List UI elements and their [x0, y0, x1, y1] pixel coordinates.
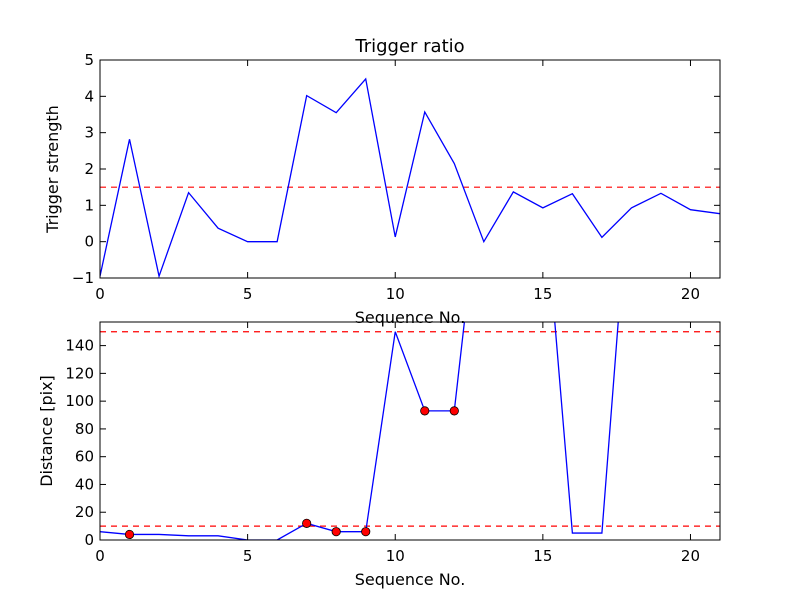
bottom-marker-4	[420, 406, 430, 416]
top-x-tick-label: 15	[533, 285, 552, 303]
top-y-tick-label: 0	[84, 233, 94, 251]
top-axes-frame	[99, 59, 721, 279]
bottom-marker-0	[124, 529, 135, 540]
bottom-y-tick-label: 20	[75, 503, 94, 521]
bottom-axes-frame	[99, 321, 721, 541]
bottom-marker-5	[449, 406, 459, 416]
bottom-marker-1	[302, 518, 312, 528]
top-y-tick-label: 3	[84, 124, 94, 142]
bottom-marker-3	[361, 527, 371, 537]
top-y-tick-label: 5	[84, 51, 94, 69]
top-x-tick-label: 20	[681, 285, 700, 303]
bottom-x-tick-label: 15	[533, 547, 552, 565]
top-series-line-0	[100, 77, 720, 278]
bottom-x-axis-label: Sequence No.	[355, 570, 466, 589]
bottom-x-tick-label: 20	[681, 547, 700, 565]
top-x-axis-label: Sequence No.	[355, 308, 466, 327]
top-y-tick-label: 1	[84, 196, 94, 214]
top-x-tick-label: 10	[386, 285, 405, 303]
bottom-y-tick-label: 140	[65, 337, 94, 355]
bottom-y-tick-label: 80	[75, 420, 94, 438]
bottom-y-tick-label: 120	[65, 364, 94, 382]
bottom-ticks: 0 5 10 15 20 0 20 40 60 80 100 120 140	[65, 322, 720, 565]
bottom-x-tick-label: 10	[386, 547, 405, 565]
top-plot-area	[100, 77, 720, 278]
bottom-y-tick-label: 100	[65, 392, 94, 410]
top-y-axis-label: Trigger strength	[43, 105, 62, 234]
bottom-y-axis-label: Distance [pix]	[37, 375, 56, 487]
top-y-tick-label: −1	[72, 269, 94, 287]
top-chart-title: Trigger ratio	[354, 36, 464, 57]
bottom-x-tick-label: 5	[243, 547, 253, 565]
bottom-y-tick-label: 60	[75, 448, 94, 466]
bottom-y-tick-label: 0	[84, 531, 94, 549]
top-x-tick-label: 0	[95, 285, 105, 303]
top-x-tick-label: 5	[243, 285, 253, 303]
bottom-x-tick-label: 0	[95, 547, 105, 565]
bottom-y-tick-label: 40	[75, 475, 94, 493]
top-y-tick-label: 4	[84, 87, 94, 105]
top-y-tick-label: 2	[84, 160, 94, 178]
bottom-marker-2	[331, 527, 341, 537]
bottom-plot-area	[100, 322, 720, 540]
